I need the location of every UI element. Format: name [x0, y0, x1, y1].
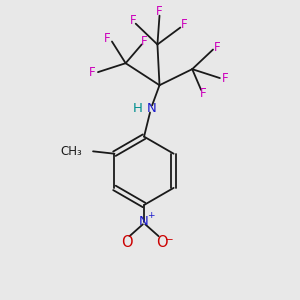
Text: F: F [104, 32, 111, 45]
Text: F: F [156, 5, 163, 18]
Text: F: F [200, 87, 207, 100]
Text: F: F [129, 14, 136, 27]
Text: O: O [156, 235, 167, 250]
Text: F: F [181, 18, 187, 31]
Text: N: N [139, 215, 149, 228]
Text: O: O [121, 235, 132, 250]
Text: H: H [133, 103, 143, 116]
Text: F: F [222, 72, 229, 85]
Text: F: F [214, 41, 220, 54]
Text: +: + [147, 212, 154, 220]
Text: N: N [147, 103, 157, 116]
Text: CH₃: CH₃ [60, 145, 82, 158]
Text: F: F [89, 66, 96, 79]
Text: −: − [165, 235, 174, 245]
Text: F: F [141, 35, 147, 48]
